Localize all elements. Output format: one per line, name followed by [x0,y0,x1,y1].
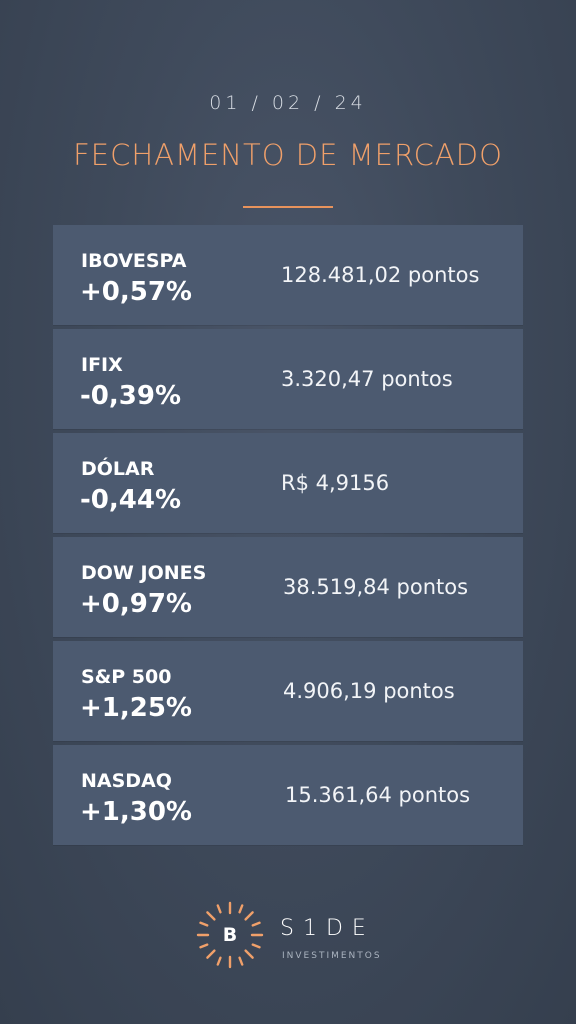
market-change: +1,25% [80,693,192,723]
market-row-ifix: IFIX -0,39% 3.320,47 pontos [53,329,523,429]
market-name: DOW JONES [81,562,207,584]
brand-logo: B S1DE INVESTIMENTOS [0,896,576,976]
market-name: IBOVESPA [81,250,187,272]
market-change: +1,30% [80,797,192,827]
market-row-dolar: DÓLAR -0,44% R$ 4,9156 [53,433,523,533]
market-value: 15.361,64 pontos [285,783,471,807]
logo-letter: B [222,924,238,946]
market-row-ibovespa: IBOVESPA +0,57% 128.481,02 pontos [53,225,523,325]
market-row-dow-jones: DOW JONES +0,97% 38.519,84 pontos [53,537,523,637]
market-change: -0,39% [80,381,181,411]
market-name: S&P 500 [81,666,172,688]
market-value: 128.481,02 pontos [281,263,480,287]
market-value: R$ 4,9156 [281,471,390,495]
title-divider [243,206,333,208]
sun-rays-icon: B [195,900,265,970]
market-change: +0,57% [80,277,192,307]
page-title: FECHAMENTO DE MERCADO [73,138,503,172]
market-value: 4.906,19 pontos [283,679,455,703]
logo-subtitle: INVESTIMENTOS [282,951,382,961]
market-row-nasdaq: NASDAQ +1,30% 15.361,64 pontos [53,745,523,845]
market-name: IFIX [81,354,123,376]
market-list: IBOVESPA +0,57% 128.481,02 pontos IFIX -… [53,225,523,849]
market-row-sp500: S&P 500 +1,25% 4.906,19 pontos [53,641,523,741]
market-name: DÓLAR [81,458,155,480]
market-value: 38.519,84 pontos [283,575,469,599]
market-value: 3.320,47 pontos [281,367,453,391]
market-change: -0,44% [80,485,181,515]
date-label: 01 / 02 / 24 [209,92,367,114]
market-change: +0,97% [80,589,192,619]
market-name: NASDAQ [81,770,172,792]
logo-wordmark: S1DE [280,916,375,941]
